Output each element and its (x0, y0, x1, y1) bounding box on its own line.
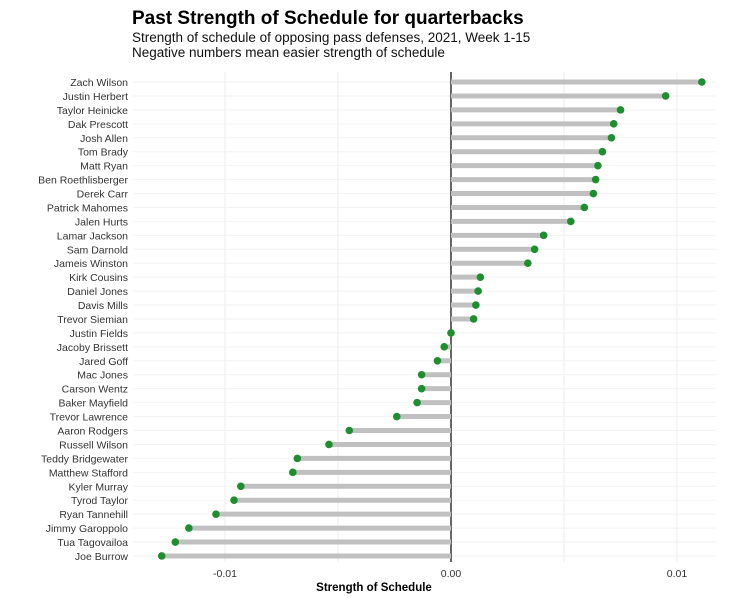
lollipop-point (447, 329, 455, 337)
chart-subtitle: Strength of schedule of opposing pass de… (132, 30, 531, 45)
x-tick-label: 0.01 (667, 568, 688, 580)
lollipop-point (413, 398, 421, 407)
y-tick-label: Taylor Heinicke (57, 105, 128, 117)
lollipop-point (293, 454, 302, 463)
y-tick-label: Lamar Jackson (57, 230, 128, 242)
y-tick-label: Zach Wilson (70, 77, 128, 89)
y-tick-label: Jared Goff (79, 356, 128, 368)
lollipop-point (661, 92, 670, 100)
y-tick-label: Joe Burrow (75, 551, 129, 563)
y-tick-label: Matt Ryan (80, 161, 128, 173)
y-tick-label: Daniel Jones (67, 286, 128, 298)
y-tick-label: Aaron Rodgers (57, 426, 128, 438)
y-tick-label: Trevor Siemian (57, 314, 128, 326)
y-tick-label: Tyrod Taylor (71, 495, 128, 507)
lollipop-point (289, 468, 297, 477)
y-tick-label: Mac Jones (77, 370, 128, 382)
y-tick-label: Teddy Bridgewater (41, 453, 128, 465)
y-tick-label: Kyler Murray (68, 481, 128, 493)
lollipop-point (472, 301, 480, 309)
lollipop-point (157, 552, 166, 560)
lollipop-point (392, 412, 401, 421)
y-tick-label: Dak Prescott (68, 119, 128, 131)
lollipop-point (591, 175, 600, 184)
lollipop-point (580, 203, 589, 212)
y-tick-label: Josh Allen (80, 133, 128, 145)
y-tick-label: Jimmy Garoppolo (46, 523, 128, 535)
y-tick-label: Justin Fields (70, 328, 128, 340)
lollipop-point (598, 147, 607, 156)
y-tick-label: Russell Wilson (59, 439, 128, 451)
lollipop-point (616, 106, 625, 114)
lollipop-point (345, 426, 354, 435)
y-tick-label: Justin Herbert (63, 91, 128, 103)
y-tick-label: Ryan Tannehill (59, 509, 128, 521)
lollipop-point (212, 510, 220, 518)
lollipop-point (524, 259, 532, 268)
y-tick-label: Tom Brady (78, 147, 129, 159)
lollipop-point (230, 496, 238, 505)
lollipop-point (469, 315, 478, 323)
lollipop-point (433, 357, 442, 365)
y-tick-label: Jacoby Brissett (57, 342, 128, 354)
lollipop-point (530, 245, 539, 254)
x-tick-label: -0.01 (213, 568, 237, 580)
y-tick-label: Patrick Mahomes (47, 202, 128, 214)
lollipop-point (171, 538, 180, 546)
lollipop-point (698, 78, 706, 86)
lollipop-point (417, 384, 426, 393)
y-tick-label: Derek Carr (77, 189, 129, 201)
y-tick-label: Tua Tagovailoa (57, 537, 128, 549)
lollipop-point (607, 133, 616, 142)
lollipop-point (539, 231, 548, 240)
y-tick-label: Trevor Lawrence (50, 412, 129, 424)
chart-title: Past Strength of Schedule for quarterbac… (132, 8, 524, 29)
lollipop-point (325, 440, 333, 449)
y-tick-label: Sam Darnold (67, 244, 128, 256)
y-tick-label: Matthew Stafford (49, 467, 128, 479)
y-tick-label: Jameis Winston (54, 258, 128, 270)
lollipop-point (566, 217, 575, 226)
x-tick-label: 0.00 (441, 568, 462, 580)
lollipop-point (594, 161, 602, 170)
lollipop-point (476, 273, 485, 281)
lollipop-point (589, 189, 598, 198)
y-tick-label: Davis Mills (78, 300, 128, 312)
lollipop-point (440, 343, 449, 351)
y-tick-label: Jalen Hurts (75, 216, 128, 228)
lollipop-point (237, 482, 245, 491)
chart-subtitle-note: Negative numbers mean easier strength of… (132, 45, 445, 60)
lollipop-point (474, 287, 482, 295)
x-axis-label: Strength of Schedule (316, 582, 432, 594)
lollipop-point (185, 524, 193, 532)
y-tick-label: Kirk Cousins (69, 272, 128, 284)
y-tick-label: Carson Wentz (62, 384, 128, 396)
lollipop-point (609, 120, 618, 128)
y-tick-label: Ben Roethlisberger (38, 175, 128, 187)
lollipop-point (417, 370, 426, 379)
y-tick-label: Baker Mayfield (59, 398, 129, 410)
